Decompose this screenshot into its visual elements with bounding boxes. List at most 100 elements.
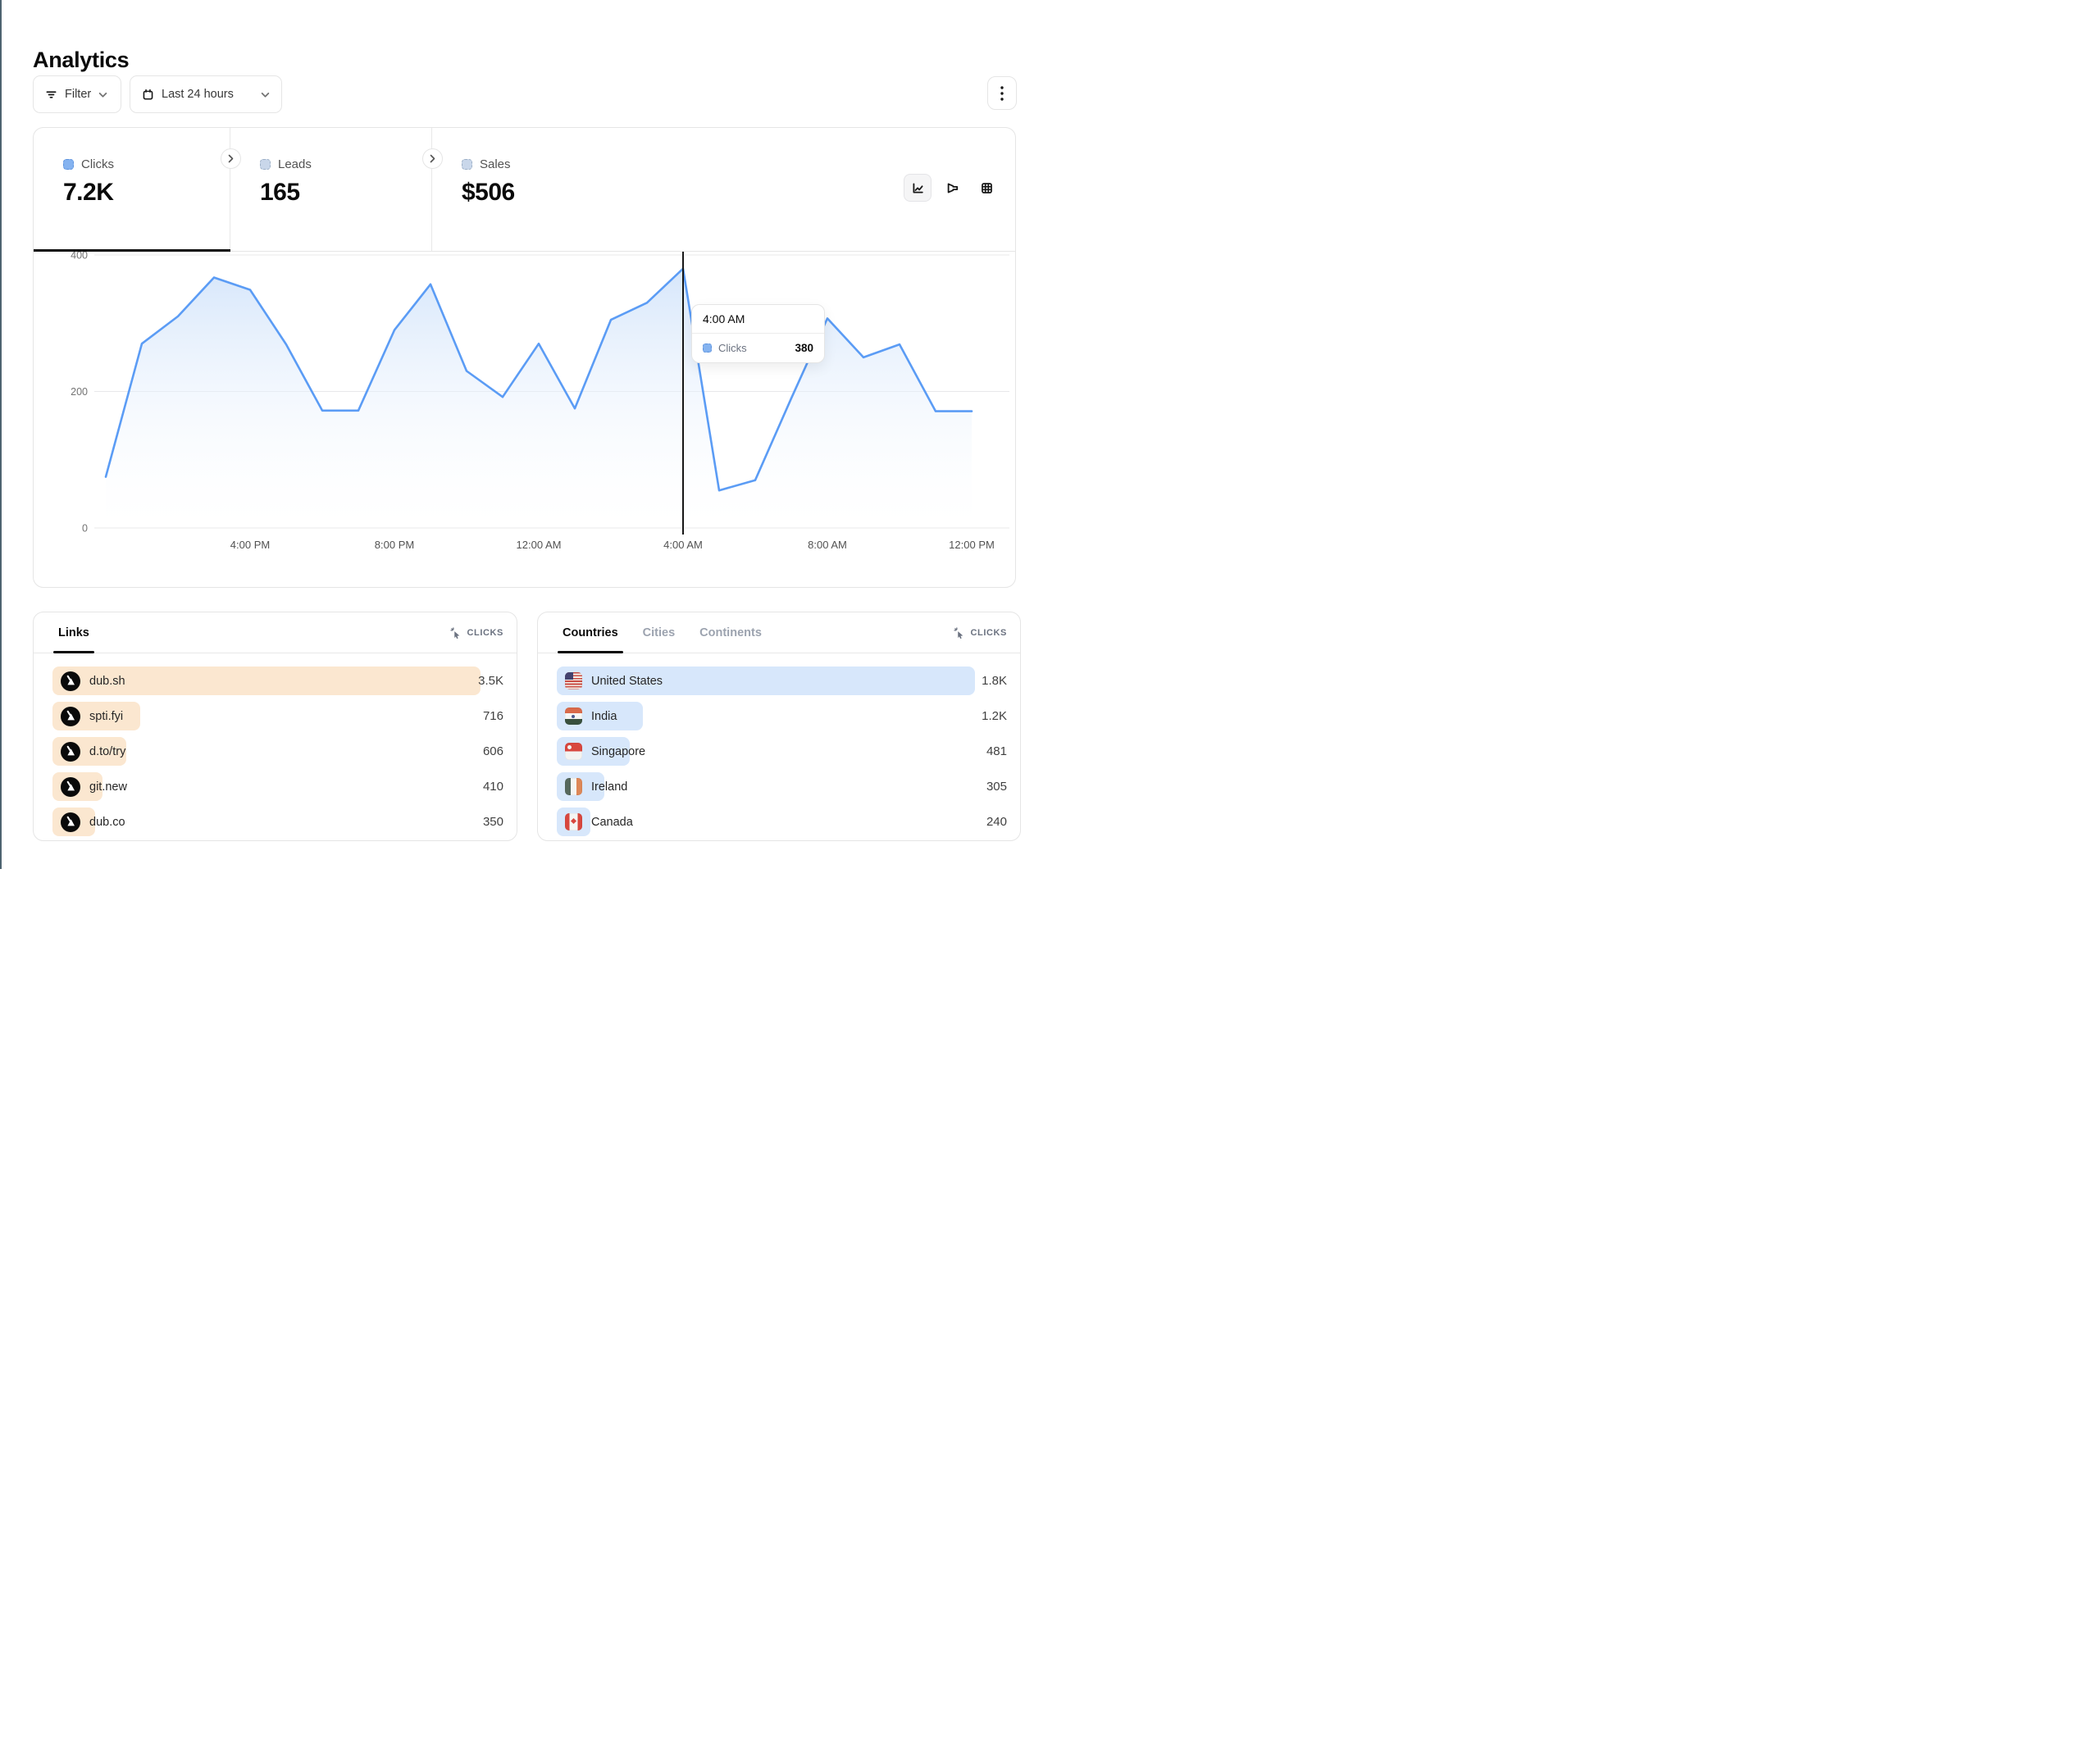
- cursor-click-icon: [450, 626, 462, 639]
- date-range-button[interactable]: Last 24 hours: [130, 75, 282, 113]
- chevron-down-icon: [261, 91, 270, 98]
- tooltip-series-label: Clicks: [718, 342, 747, 354]
- row-value: 305: [986, 780, 1007, 794]
- dub-logo-icon: [61, 706, 80, 726]
- chart-toggle-table[interactable]: [973, 174, 1000, 202]
- tab-links[interactable]: Links: [52, 612, 96, 653]
- time-series-chart[interactable]: 0 200 400 4:00 PM 8:00 PM 12:00 AM 4:00 AM 8:00…: [34, 252, 1015, 587]
- active-metric-underline: [34, 249, 230, 252]
- metric-tab-sales[interactable]: Sales $506: [432, 128, 1015, 251]
- next-metric-button[interactable]: [221, 148, 241, 169]
- row-value: 481: [986, 744, 1007, 758]
- x-axis-tick-label: 4:00 AM: [663, 539, 703, 551]
- row-value: 350: [482, 815, 503, 829]
- metric-label: Sales: [480, 157, 511, 171]
- clicks-column-label: CLICKS: [467, 627, 503, 638]
- clicks-column-header[interactable]: CLICKS: [954, 626, 1007, 639]
- more-options-button[interactable]: [987, 76, 1017, 110]
- tab-countries[interactable]: Countries: [556, 612, 625, 653]
- kebab-menu-icon: [1000, 85, 1004, 101]
- metric-value: $506: [462, 179, 515, 206]
- tooltip-divider: [692, 333, 824, 334]
- row-label: Ireland: [591, 780, 628, 794]
- locations-card: Countries Cities Continents CLICKS Unite…: [537, 612, 1021, 841]
- metric-label: Leads: [278, 157, 312, 171]
- chevron-down-icon: [98, 91, 107, 98]
- clicks-legend-chip: [63, 159, 74, 170]
- metric-label: Clicks: [81, 157, 114, 171]
- row-value: 3.5K: [478, 674, 503, 688]
- links-card: Links CLICKS dub.sh 3.5K spti.fyi 716 d.to/t…: [33, 612, 517, 841]
- y-axis-tick-label: 400: [71, 252, 88, 262]
- metric-tabs-row: Clicks 7.2K Leads 165 Sales $506: [34, 128, 1015, 252]
- row-label: spti.fyi: [89, 709, 124, 723]
- dub-logo-icon: [61, 671, 80, 691]
- chart-toggle-line-chart[interactable]: [904, 174, 932, 202]
- country-row[interactable]: Ireland 305: [557, 772, 1007, 801]
- row-value: 1.2K: [982, 709, 1007, 723]
- countries-list: United States 1.8K India 1.2K Singapore 481 Ir…: [538, 653, 1020, 836]
- row-label: git.new: [89, 780, 127, 794]
- tab-continents[interactable]: Continents: [699, 626, 762, 639]
- row-label: d.to/try: [89, 744, 126, 758]
- x-axis-tick-label: 12:00 AM: [517, 539, 562, 551]
- row-value: 1.8K: [982, 674, 1007, 688]
- country-row[interactable]: India 1.2K: [557, 702, 1007, 730]
- line-chart-icon: [911, 181, 925, 195]
- dub-logo-icon: [61, 812, 80, 832]
- date-range-label: Last 24 hours: [162, 88, 234, 101]
- dub-logo-icon: [61, 776, 80, 797]
- links-list: dub.sh 3.5K spti.fyi 716 d.to/try 606 git.new 4…: [34, 653, 517, 836]
- chart-tooltip: 4:00 AM Clicks 380: [691, 304, 825, 363]
- value-bar: [52, 667, 481, 695]
- row-value: 240: [986, 815, 1007, 829]
- country-row[interactable]: Singapore 481: [557, 737, 1007, 766]
- page-title: Analytics: [33, 48, 130, 72]
- cursor-click-icon: [954, 626, 965, 639]
- clicks-column-header[interactable]: CLICKS: [450, 626, 503, 639]
- metric-value: 165: [260, 179, 300, 206]
- y-axis-tick-label: 0: [82, 523, 88, 535]
- tab-cities[interactable]: Cities: [642, 626, 676, 639]
- next-metric-button[interactable]: [422, 148, 443, 169]
- row-label: United States: [591, 674, 663, 688]
- dub-logo-icon: [61, 741, 80, 762]
- clicks-area-chart: 0 200 400 4:00 PM 8:00 PM 12:00 AM 4:00 AM 8:00…: [71, 252, 1009, 551]
- flag-ca-icon: [565, 813, 582, 830]
- row-label: dub.co: [89, 815, 125, 829]
- flag-sg-icon: [565, 743, 582, 760]
- x-axis-tick-label: 4:00 PM: [230, 539, 270, 551]
- metric-tab-leads[interactable]: Leads 165: [230, 128, 432, 251]
- tooltip-value: 380: [795, 342, 813, 354]
- tooltip-time: 4:00 AM: [703, 312, 745, 325]
- link-row[interactable]: spti.fyi 716: [52, 702, 503, 730]
- country-row[interactable]: Canada 240: [557, 808, 1007, 836]
- flag-in-icon: [565, 707, 582, 725]
- funnel-icon: [945, 181, 959, 195]
- row-value: 716: [482, 709, 503, 723]
- filter-button[interactable]: Filter: [33, 75, 121, 113]
- link-row[interactable]: dub.sh 3.5K: [52, 667, 503, 695]
- value-bar: [557, 667, 975, 695]
- clicks-legend-chip: [703, 344, 712, 353]
- y-axis-tick-label: 200: [71, 386, 88, 398]
- row-label: Singapore: [591, 744, 646, 758]
- table-grid-icon: [980, 181, 994, 195]
- link-row[interactable]: git.new 410: [52, 772, 503, 801]
- metric-tab-clicks[interactable]: Clicks 7.2K: [34, 128, 230, 251]
- link-row[interactable]: dub.co 350: [52, 808, 503, 836]
- flag-us-icon: [565, 672, 582, 689]
- flag-ie-icon: [565, 778, 582, 795]
- x-axis-tick-label: 12:00 PM: [949, 539, 995, 551]
- filter-button-label: Filter: [65, 88, 92, 101]
- country-row[interactable]: United States 1.8K: [557, 667, 1007, 695]
- filter-lines-icon: [45, 89, 57, 101]
- clicks-column-label: CLICKS: [970, 627, 1007, 638]
- row-value: 606: [482, 744, 503, 758]
- chart-toggle-funnel[interactable]: [938, 174, 966, 202]
- analytics-panel: Clicks 7.2K Leads 165 Sales $506: [33, 127, 1016, 588]
- window-edge-strip: [0, 0, 2, 869]
- chart-view-toggles: [904, 174, 1000, 251]
- leads-legend-chip: [260, 159, 271, 170]
- link-row[interactable]: d.to/try 606: [52, 737, 503, 766]
